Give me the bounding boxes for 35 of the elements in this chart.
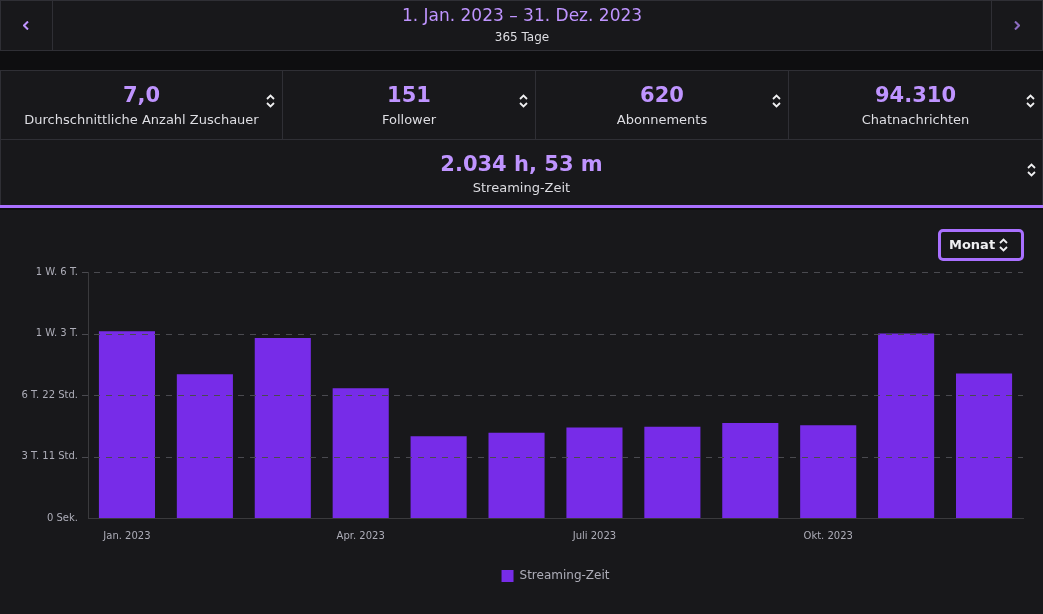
text: 3 T. 11 Std. [21,450,78,462]
text: 620 [639,83,685,107]
bar [955,373,1013,518]
text: 2.034 h, 53 m [439,152,604,176]
bar [176,374,233,518]
text: Durchschnittliche Anzahl Zuschauer [23,112,260,127]
bar [332,388,389,518]
text: 1 W. 6 T. [35,265,78,277]
bar [644,426,701,518]
chart-subtitle: 365 Tage [493,30,551,44]
text: 151 [386,83,432,107]
x-tick-label: Apr. 2023 [336,529,385,541]
text: Streaming-Zeit [471,180,572,195]
legend-label: Streaming-Zeit [519,568,610,583]
text: Abonnements [615,112,709,127]
text: 94.310 [873,83,957,107]
bar [488,432,545,518]
chart-title: 1. Jan. 2023 – 31. Dez. 2023 [400,5,644,25]
bar [878,333,935,518]
text: 6 T. 22 Std. [21,388,78,400]
text: 7,0 [121,83,162,107]
x-tick-label: Okt. 2023 [803,529,853,541]
x-tick-label: Juli 2023 [571,529,617,541]
text: 0 Sek. [46,511,78,523]
x-tick-label: Jan. 2023 [102,529,151,541]
bar [722,423,779,518]
text: Follower [380,112,438,127]
bar [566,427,623,518]
bar [254,337,311,518]
bar [98,331,156,518]
text: Monat [949,237,996,252]
text: 1 W. 3 T. [35,327,78,339]
text: Chatnachrichten [860,112,971,127]
bar [410,436,467,518]
bar [800,425,857,518]
